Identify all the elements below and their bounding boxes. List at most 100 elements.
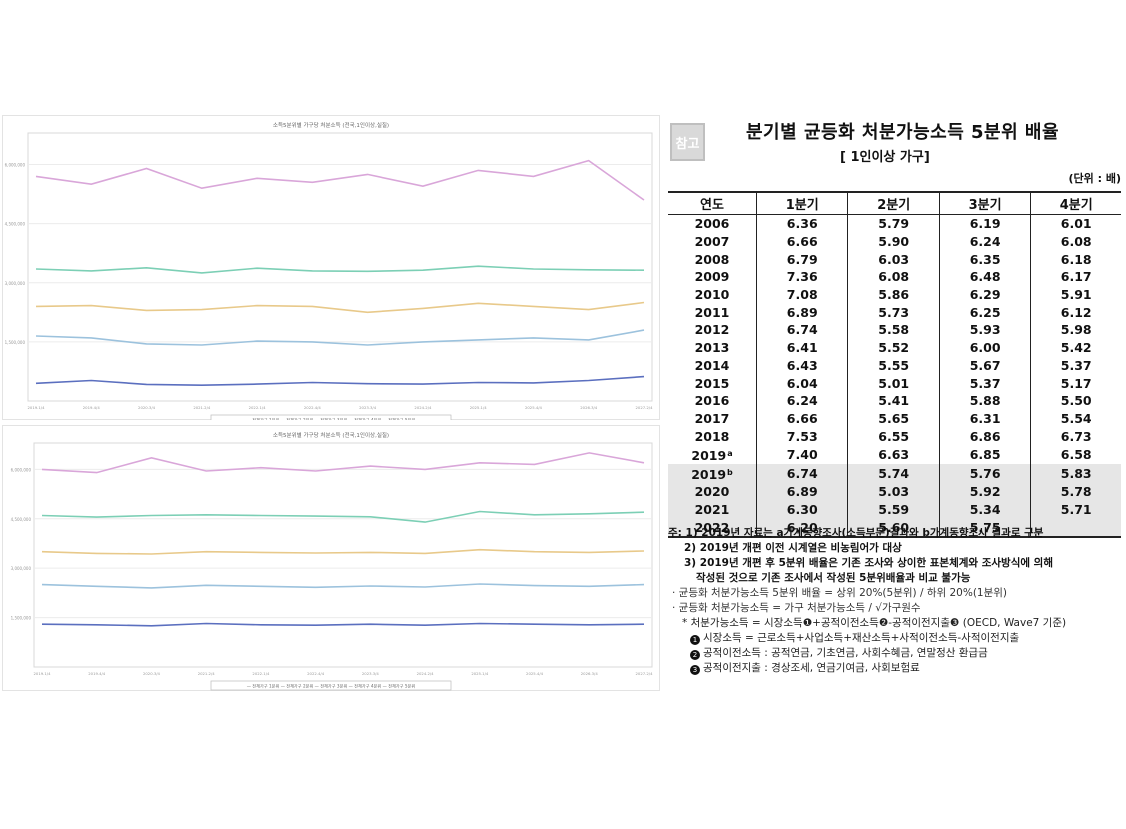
x-tick-label: 2026.3/4	[581, 671, 599, 676]
x-tick-label: 2022.4/4	[304, 405, 322, 410]
chart-frame	[2, 425, 660, 691]
year-cell: 2019b	[668, 463, 757, 483]
x-tick-label: 2027.2/4	[636, 405, 654, 410]
q4-cell: 5.42	[1030, 338, 1121, 357]
q3-cell: 6.48	[938, 268, 1031, 286]
q1-cell: 6.30	[755, 500, 848, 519]
table-row: 2021 6.30 5.59 5.34 5.71	[668, 500, 1121, 519]
q2-cell: 5.55	[847, 356, 940, 375]
definition-public-transfer-expense-text: 공적이전지출 : 경상조세, 연금기여금, 사회보험료	[703, 662, 920, 674]
chart-legend	[210, 414, 452, 420]
x-tick-label: 2025.4/4	[525, 405, 543, 410]
table-row: 2017 6.66 5.65 6.31 5.54	[668, 409, 1121, 428]
table-row: 2006 6.36 5.79 6.19 6.01	[668, 214, 1121, 233]
series-mark: b	[727, 467, 733, 477]
q3-cell: 6.25	[938, 303, 1031, 322]
table-row: 2020 6.89 5.03 5.92 5.78	[668, 482, 1121, 501]
circled-number-1: 1	[690, 635, 700, 645]
q1-cell: 6.66	[755, 232, 848, 251]
q3-cell: 6.29	[938, 285, 1031, 304]
x-tick-label: 2022.1/4	[252, 671, 270, 676]
q4-cell: 5.71	[1030, 500, 1121, 519]
series-line-3	[41, 548, 645, 555]
header-q2: 2분기	[847, 191, 940, 215]
q3-cell: 6.86	[938, 427, 1031, 445]
note-3b: 작성된 것으로 기존 조사에서 작성된 5분위배율과 비교 불가능	[696, 572, 971, 584]
y-tick-label: 1,500,000	[5, 340, 26, 345]
x-tick-label: 2019.1/4	[34, 671, 52, 676]
note-2: 2) 2019년 개편 이전 시계열은 비농림어가 대상	[684, 542, 902, 554]
q4-cell: 5.37	[1030, 356, 1121, 375]
reference-table-panel: 참고 분기별 균등화 처분가능소득 5분위 배율 [ 1인이상 가구] (단위 …	[668, 113, 1124, 693]
q4-cell: 5.78	[1030, 482, 1121, 501]
legend-text: — 전체가구 1분위 — 전체가구 2분위 — 전체가구 3분위 — 전체가구 …	[247, 683, 416, 690]
definition-disposable: * 처분가능소득 = 시장소득❶+공적이전소득❷-공적이전지출❸ (OECD, …	[682, 617, 1067, 629]
x-tick-label: 2020.3/4	[138, 405, 156, 410]
x-tick-label: 2025.1/4	[471, 671, 489, 676]
series-line-1	[35, 375, 645, 387]
year-cell: 2011	[668, 303, 757, 321]
series-line-4	[41, 510, 645, 523]
plot-area	[33, 442, 653, 668]
chart-title: 소득5분위별 가구당 처분소득 (전국,1인이상,실질)	[273, 121, 389, 129]
definition-equivalized: · 균등화 처분가능소득 = 가구 처분가능소득 / √가구원수	[672, 602, 921, 614]
q1-cell: 7.40	[755, 444, 848, 464]
year-value: 2011	[694, 304, 730, 320]
q4-cell: 5.91	[1030, 285, 1121, 304]
q3-cell: 6.85	[938, 444, 1031, 464]
year-value: 2015	[694, 375, 730, 391]
line-chart-bottom: 소득5분위별 가구당 처분소득 (전국,1인이상,실질) 6,000,000 4,5…	[2, 425, 660, 691]
year-value: 2013	[694, 340, 730, 356]
q1-cell: 6.04	[755, 374, 848, 392]
series-line-2	[41, 583, 645, 589]
year-cell: 2006	[668, 215, 757, 233]
year-cell: 2020	[668, 482, 757, 501]
table-row: 2013 6.41 5.52 6.00 5.42	[668, 338, 1121, 357]
year-cell: 2019a	[668, 445, 757, 464]
q1-cell: 6.43	[755, 356, 848, 375]
q2-cell: 6.03	[847, 250, 940, 269]
x-tick-label: 2022.4/4	[307, 671, 325, 676]
q1-cell: 7.53	[755, 427, 848, 445]
q2-cell: 6.63	[847, 444, 940, 464]
y-tick-label: 3,000,000	[11, 566, 32, 571]
q4-cell: 6.08	[1030, 232, 1121, 251]
circled-number-3: 3	[690, 665, 700, 675]
table-row: 2019a 7.40 6.63 6.85 6.58	[668, 444, 1121, 464]
year-cell: 2008	[668, 250, 757, 268]
q1-cell: 6.89	[755, 482, 848, 501]
chart-legend	[210, 680, 452, 691]
q1-cell: 7.36	[755, 268, 848, 286]
q2-cell: 5.79	[847, 214, 940, 233]
q1-cell: 6.24	[755, 391, 848, 410]
q1-cell: 6.66	[755, 409, 848, 428]
note-3a: 3) 2019년 개편 후 5분위 배율은 기존 조사와 상이한 표본체계와 조…	[684, 557, 1053, 569]
q3-cell: 5.76	[938, 463, 1031, 483]
chart-title: 소득5분위별 가구당 처분소득 (전국,1인이상,실질)	[273, 431, 389, 439]
year-cell: 2012	[668, 321, 757, 339]
series-line-5	[41, 452, 645, 474]
q4-cell: 6.01	[1030, 214, 1121, 233]
y-tick-label: 4,500,000	[5, 222, 26, 227]
year-cell: 2022	[668, 518, 757, 538]
x-tick-label: 2020.3/4	[143, 671, 161, 676]
q4-cell: 5.83	[1030, 463, 1121, 483]
year-value: 2017	[694, 410, 730, 426]
q2-cell: 5.41	[847, 391, 940, 410]
x-tick-label: 2026.3/4	[580, 405, 598, 410]
x-tick-label: 2019.4/4	[88, 671, 106, 676]
q1-cell: 7.08	[755, 285, 848, 304]
table-row: 2016 6.24 5.41 5.88 5.50	[668, 391, 1121, 410]
series-line-5	[35, 159, 645, 201]
year-value: 2007	[694, 234, 730, 250]
y-tick-label: 6,000,000	[5, 163, 26, 168]
year-value: 2014	[694, 357, 730, 373]
circled-number-2: 2	[690, 650, 700, 660]
year-value: 2012	[694, 322, 730, 338]
year-value: 2019	[691, 447, 727, 463]
table-header-row: 연도 1분기 2분기 3분기 4분기	[668, 191, 1121, 215]
q4-cell: 5.50	[1030, 391, 1121, 410]
plot-area	[27, 132, 653, 402]
table-row: 2009 7.36 6.08 6.48 6.17	[668, 268, 1121, 286]
q3-cell: 5.92	[938, 482, 1031, 501]
